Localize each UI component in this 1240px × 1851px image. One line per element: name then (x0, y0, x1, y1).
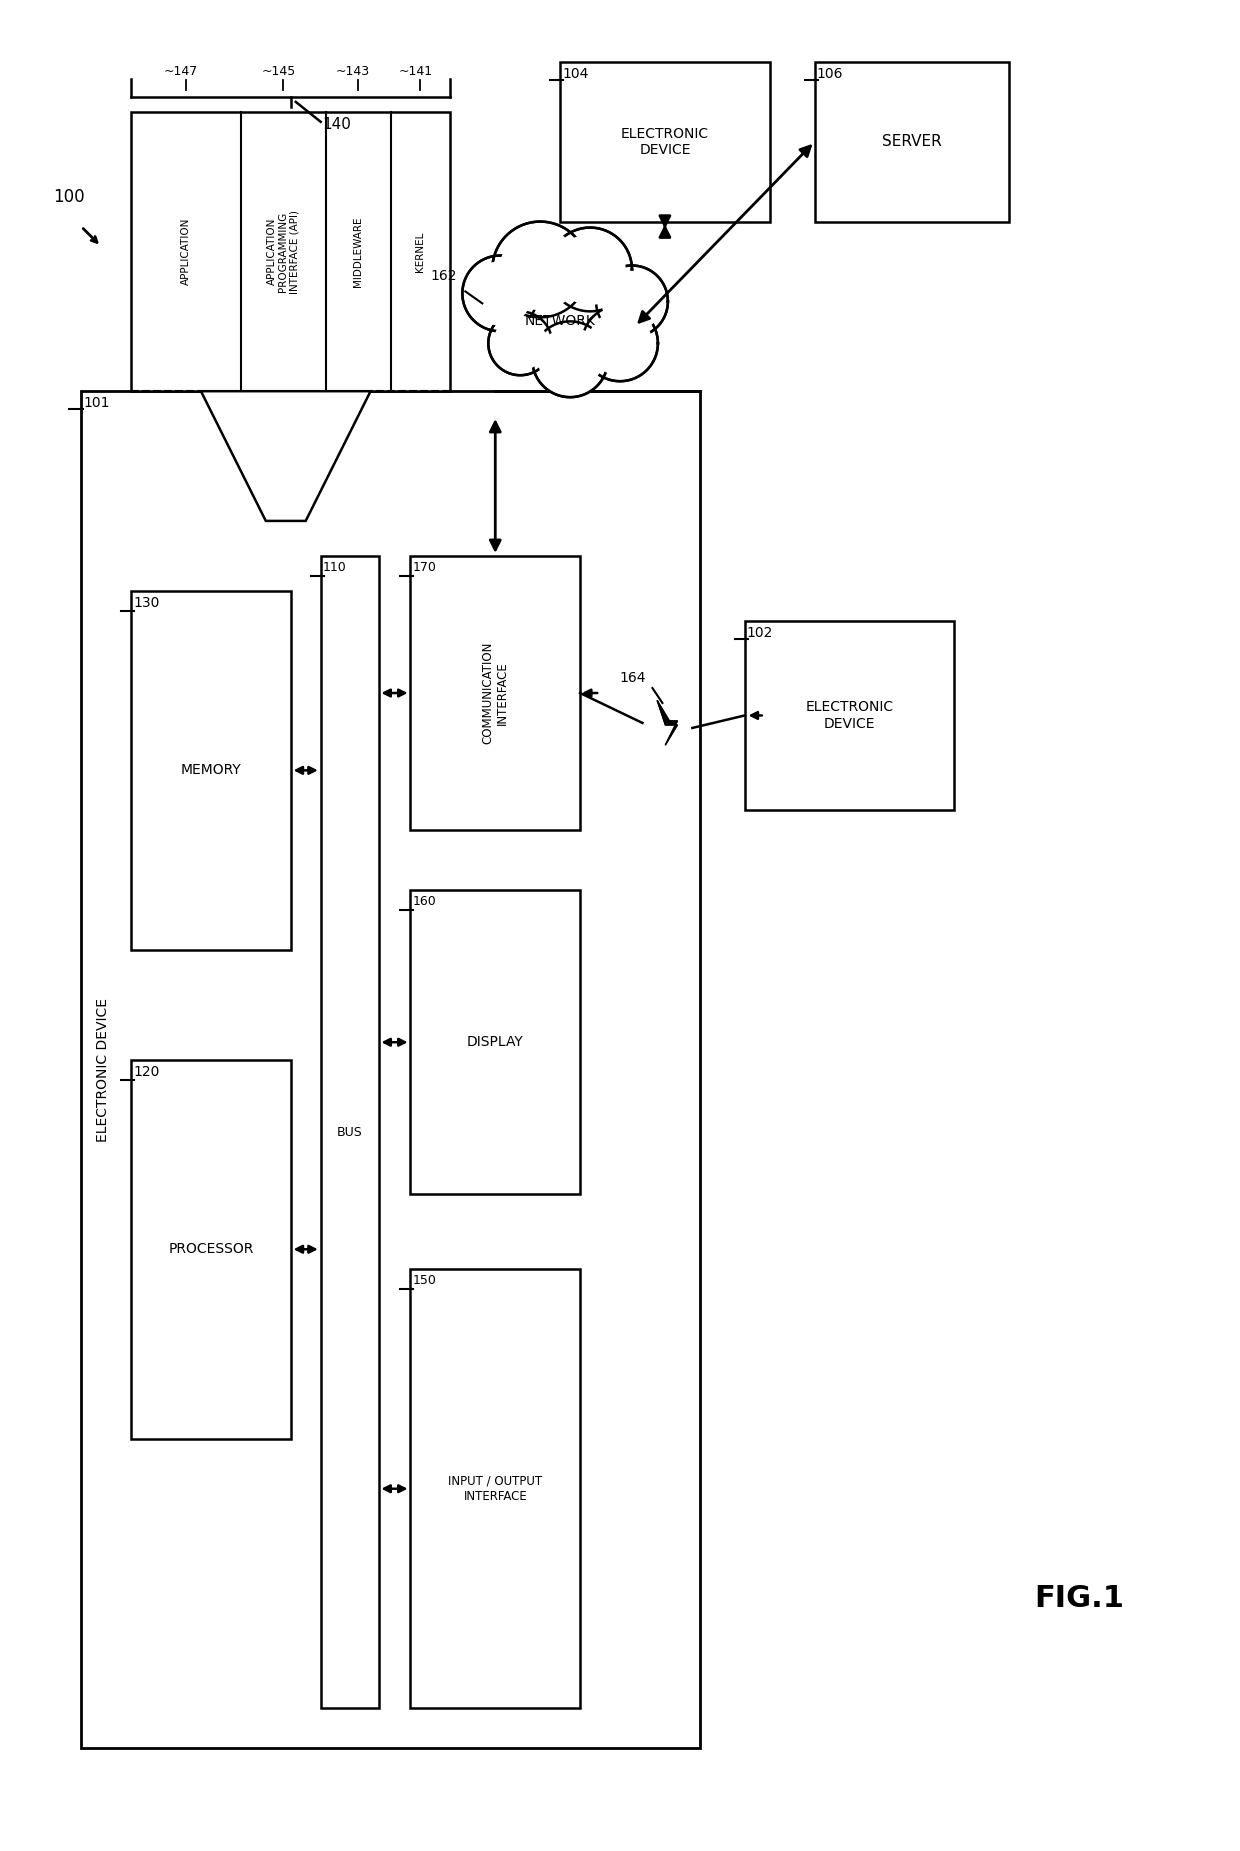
Circle shape (500, 230, 580, 311)
Text: 160: 160 (413, 896, 436, 909)
Text: 120: 120 (133, 1064, 160, 1079)
Bar (560, 61, 770, 222)
Text: INPUT / OUTPUT
INTERFACE: INPUT / OUTPUT INTERFACE (448, 1475, 542, 1503)
Text: 130: 130 (133, 596, 160, 609)
Text: 162: 162 (430, 270, 456, 283)
Text: PROCESSOR: PROCESSOR (169, 1242, 254, 1257)
Bar (131, 590, 290, 950)
Text: 106: 106 (817, 67, 843, 81)
Text: 170: 170 (413, 561, 436, 574)
Text: BUS: BUS (337, 1125, 362, 1138)
Text: MEMORY: MEMORY (181, 763, 242, 777)
Polygon shape (500, 270, 632, 359)
Text: 140: 140 (322, 117, 352, 131)
Polygon shape (201, 391, 371, 520)
Bar (745, 620, 955, 811)
Text: ~147: ~147 (164, 65, 198, 78)
Circle shape (596, 265, 668, 337)
Bar (321, 555, 378, 1708)
Circle shape (463, 255, 538, 331)
Text: DISPLAY: DISPLAY (467, 1035, 523, 1050)
Text: SERVER: SERVER (882, 135, 941, 150)
Circle shape (548, 228, 632, 311)
Text: ELECTRONIC
DEVICE: ELECTRONIC DEVICE (806, 700, 894, 731)
Circle shape (492, 222, 588, 317)
Text: 101: 101 (83, 396, 109, 411)
Text: FIG.1: FIG.1 (1034, 1584, 1123, 1612)
Text: KERNEL: KERNEL (415, 231, 425, 272)
Circle shape (467, 261, 532, 326)
Bar (410, 890, 580, 1194)
Text: 150: 150 (413, 1273, 436, 1286)
Text: NETWORK: NETWORK (525, 315, 595, 328)
Text: 110: 110 (322, 561, 346, 574)
Text: 102: 102 (746, 626, 773, 640)
Circle shape (588, 311, 652, 376)
Bar (410, 555, 580, 831)
Bar (131, 1061, 290, 1438)
Circle shape (489, 311, 552, 376)
Circle shape (494, 317, 547, 370)
Polygon shape (657, 702, 677, 744)
Circle shape (582, 305, 658, 381)
Circle shape (538, 328, 603, 392)
Bar (815, 61, 1009, 222)
Text: APPLICATION
PROGRAMMING
INTERFACE (API): APPLICATION PROGRAMMING INTERFACE (API) (267, 209, 300, 294)
Circle shape (532, 322, 608, 398)
Circle shape (601, 270, 662, 331)
Text: APPLICATION: APPLICATION (181, 218, 191, 285)
Text: ~145: ~145 (262, 65, 295, 78)
Text: MIDDLEWARE: MIDDLEWARE (353, 217, 363, 287)
Bar (131, 111, 450, 391)
Text: ~143: ~143 (336, 65, 371, 78)
Circle shape (554, 233, 626, 305)
Text: COMMUNICATION
INTERFACE: COMMUNICATION INTERFACE (481, 642, 510, 744)
Text: 100: 100 (53, 187, 86, 205)
Bar (81, 391, 699, 1747)
Text: ELECTRONIC DEVICE: ELECTRONIC DEVICE (97, 998, 110, 1142)
Text: 104: 104 (562, 67, 589, 81)
Bar (410, 1270, 580, 1708)
Text: ~141: ~141 (398, 65, 433, 78)
Text: 164: 164 (619, 672, 646, 685)
Text: ELECTRONIC
DEVICE: ELECTRONIC DEVICE (621, 126, 709, 157)
